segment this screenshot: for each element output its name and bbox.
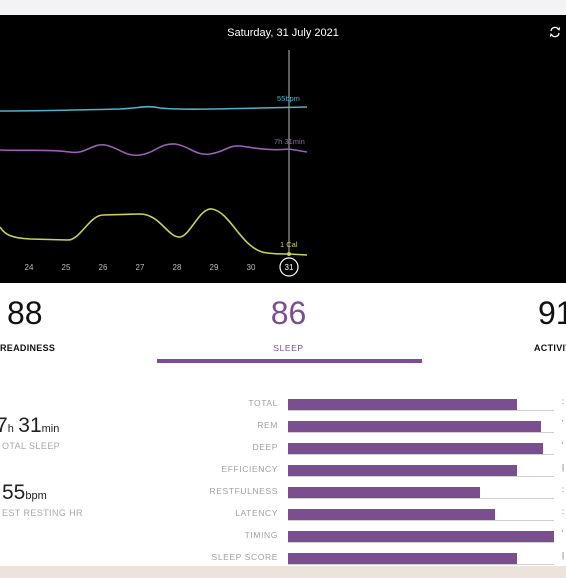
resting-hr-label: EST RESTING HR bbox=[2, 508, 83, 518]
contributor-bar bbox=[288, 509, 496, 520]
contributor-baseline bbox=[288, 410, 554, 411]
total-sleep-label: OTAL SLEEP bbox=[2, 441, 61, 451]
day-label-29[interactable]: 29 bbox=[210, 263, 219, 272]
contributor-track bbox=[288, 465, 554, 477]
total-sleep-value: 7h 31min bbox=[0, 414, 60, 437]
contributor-track bbox=[288, 531, 554, 543]
contributor-bar bbox=[288, 465, 517, 476]
contributor-track bbox=[288, 487, 554, 499]
day-label-24[interactable]: 24 bbox=[25, 263, 34, 272]
cursor-point bbox=[287, 252, 291, 256]
refresh-icon[interactable] bbox=[548, 25, 562, 39]
contributor-mark: ' bbox=[562, 441, 564, 450]
contributor-track bbox=[288, 399, 554, 411]
tab-activity[interactable]: ACTIVIT bbox=[534, 343, 566, 353]
hr-series-line bbox=[0, 105, 308, 112]
contributor-baseline bbox=[288, 564, 554, 565]
contributor-row[interactable]: EFFICIENCY | bbox=[0, 458, 566, 480]
contributor-bar bbox=[288, 531, 554, 542]
day-label-25[interactable]: 25 bbox=[62, 263, 71, 272]
contributor-bar bbox=[288, 443, 544, 454]
tab-sleep[interactable]: SLEEP bbox=[273, 343, 304, 353]
contributor-baseline bbox=[288, 476, 554, 477]
contributor-mark: ' bbox=[562, 529, 564, 538]
contributor-label: SLEEP SCORE bbox=[211, 552, 278, 562]
contributor-mark: : bbox=[562, 397, 565, 406]
contributor-baseline bbox=[288, 454, 554, 455]
contributor-baseline bbox=[288, 498, 554, 499]
bottom-strip bbox=[0, 566, 566, 578]
contributor-label: LATENCY bbox=[235, 508, 278, 518]
contributor-label: REM bbox=[257, 420, 278, 430]
readiness-score[interactable]: 88 bbox=[7, 295, 43, 331]
contributor-row[interactable]: TIMING ' bbox=[0, 524, 566, 546]
selected-day-circle[interactable] bbox=[279, 257, 299, 277]
activity-value-label: 1 Cal bbox=[280, 240, 298, 249]
contributor-track bbox=[288, 443, 554, 455]
contributor-label: EFFICIENCY bbox=[221, 464, 278, 474]
contributor-row[interactable]: REM ' bbox=[0, 414, 566, 436]
contributor-track bbox=[288, 553, 554, 565]
contributor-mark: ' bbox=[562, 419, 564, 428]
contributor-mark: : bbox=[562, 507, 565, 516]
chart-plot: 55bpm 7h 31min 1 Cal 24 25 26 27 28 29 3… bbox=[0, 50, 308, 277]
top-strip bbox=[0, 0, 566, 15]
trend-chart[interactable]: Saturday, 31 July 2021 55bpm 7h 31min 1 … bbox=[0, 15, 566, 283]
contributor-bar bbox=[288, 399, 517, 410]
contributor-row[interactable]: RESTFULNESS : bbox=[0, 480, 566, 502]
hr-value-label: 55bpm bbox=[277, 94, 300, 103]
contributor-row[interactable]: DEEP ' bbox=[0, 436, 566, 458]
contributor-mark: | bbox=[562, 463, 565, 472]
score-tabs: 88 READINESS 86 SLEEP 91 ACTIVIT bbox=[0, 283, 566, 363]
contributor-baseline bbox=[288, 432, 554, 433]
day-label-27[interactable]: 27 bbox=[136, 263, 145, 272]
sleep-score[interactable]: 86 bbox=[270, 295, 307, 331]
resting-hr-value: 55bpm bbox=[2, 481, 47, 504]
tab-readiness[interactable]: READINESS bbox=[0, 343, 56, 353]
day-label-30[interactable]: 30 bbox=[247, 263, 256, 272]
contributor-bar bbox=[288, 421, 541, 432]
contributor-bar bbox=[288, 553, 517, 564]
contributor-mark: | bbox=[562, 551, 565, 560]
day-label-28[interactable]: 28 bbox=[173, 263, 182, 272]
contributor-label: RESTFULNESS bbox=[209, 486, 278, 496]
contributor-label: DEEP bbox=[252, 442, 278, 452]
selected-day-label[interactable]: 31 bbox=[285, 263, 294, 272]
contributor-track bbox=[288, 509, 554, 521]
contributor-label: TOTAL bbox=[248, 398, 278, 408]
sleep-series-line bbox=[0, 143, 308, 157]
contributor-row[interactable]: TOTAL : bbox=[0, 392, 566, 414]
contributor-baseline bbox=[288, 520, 554, 521]
contributor-mark: : bbox=[562, 485, 565, 494]
day-label-26[interactable]: 26 bbox=[99, 263, 108, 272]
contributor-row[interactable]: SLEEP SCORE | bbox=[0, 546, 566, 568]
x-axis-labels: 24 25 26 27 28 29 30 bbox=[25, 263, 256, 272]
chart-date-title: Saturday, 31 July 2021 bbox=[227, 27, 339, 39]
contributor-bar bbox=[288, 487, 480, 498]
sleep-value-label: 7h 31min bbox=[274, 137, 305, 146]
activity-score[interactable]: 91 bbox=[538, 295, 566, 331]
contributor-row[interactable]: LATENCY : bbox=[0, 502, 566, 524]
contributor-baseline bbox=[288, 542, 554, 543]
contributor-label: TIMING bbox=[244, 530, 278, 540]
activity-series-line bbox=[0, 208, 308, 256]
contributor-track bbox=[288, 421, 554, 433]
active-tab-indicator bbox=[157, 359, 422, 363]
